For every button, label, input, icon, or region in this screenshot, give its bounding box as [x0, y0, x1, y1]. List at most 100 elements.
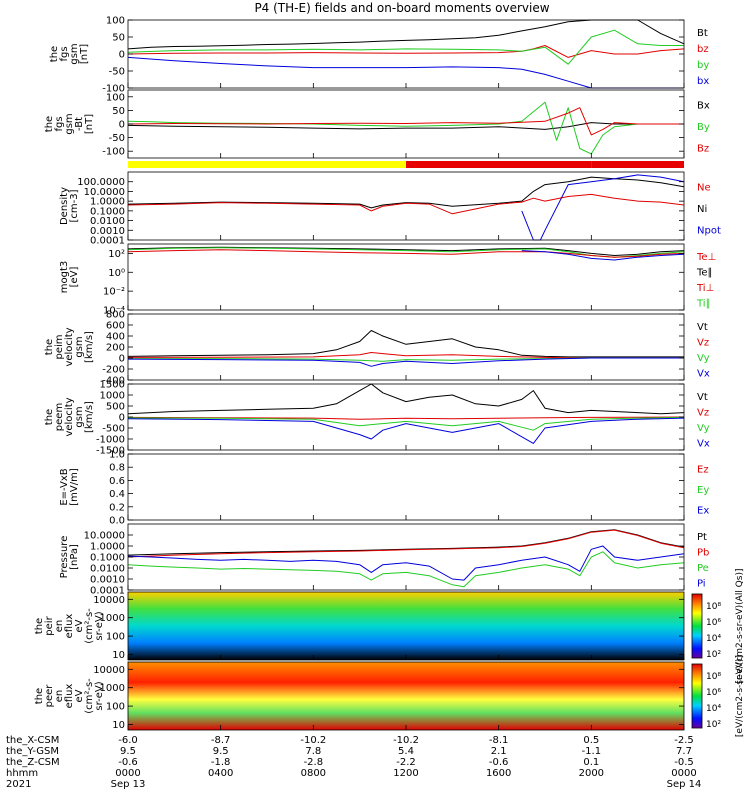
- series-bz: [127, 45, 685, 58]
- y-axis-label: [eV]: [69, 267, 80, 288]
- plot-title: P4 (TH-E) fields and on-board moments ov…: [254, 1, 549, 15]
- colorbar-tick-label: 10⁶: [706, 688, 721, 698]
- y-tick-label: 10000: [93, 595, 125, 606]
- y-tick-label: 10000: [93, 665, 125, 676]
- x-row-label: hhmm: [6, 768, 38, 779]
- legend-entry: Vy: [697, 353, 710, 364]
- legend-entry: Te∥: [696, 267, 713, 278]
- y-axis-label: [cm-3]: [69, 189, 80, 222]
- y-axis-label: the: [44, 116, 55, 132]
- y-tick-label: 0: [119, 413, 125, 424]
- y-tick-label: 50: [112, 106, 125, 117]
- x-row-value: 9.5: [120, 746, 136, 757]
- y-axis-label: peim: [54, 334, 65, 359]
- panel-fgs: 100 50 0 -50 -100 the fgs gsm [nT] Bt bz by bx: [49, 16, 709, 95]
- x-row-value: 9.5: [213, 746, 229, 757]
- y-axis-label: the: [44, 339, 55, 355]
- y-axis-label: (cm²-s-: [84, 608, 95, 644]
- y-tick-label: 100: [106, 632, 125, 643]
- y-tick-label: 0: [119, 50, 125, 61]
- y-tick-label: 10⁻⁴: [103, 306, 125, 317]
- series-Vz: [127, 352, 684, 359]
- legend-entry: By: [697, 122, 710, 133]
- y-tick-label: 0.0100: [90, 216, 125, 227]
- legend-entry: Ti⊥: [696, 283, 714, 294]
- mode-bar-segment: [591, 161, 684, 168]
- y-tick-label: 0.6: [109, 476, 125, 487]
- series-Bx: [127, 122, 684, 130]
- y-axis-label: fgs: [54, 116, 65, 131]
- y-axis-label: gsm: [74, 406, 85, 427]
- y-tick-label: 600: [106, 321, 125, 332]
- colorbar-tick-label: 10²: [706, 650, 721, 660]
- x-row-value: -10.2: [300, 735, 326, 746]
- x-row-label: 2021: [6, 779, 31, 790]
- x-row-value: 0800: [301, 768, 326, 779]
- panel-peir_spectrogram: 10⁸ 10⁶ 10⁴ 10² [eV/(cm2-s-sr-eV)(All Qs)] 10…: [34, 569, 745, 684]
- colorbar-tick-label: 10⁶: [706, 618, 721, 628]
- legend-entry: Ez: [697, 464, 709, 475]
- panel-frame: [127, 19, 685, 89]
- y-axis-label: sr-eV): [94, 681, 105, 710]
- series-Ni: [127, 176, 685, 209]
- y-tick-label: 0.8: [109, 463, 125, 474]
- x-row-value: 0400: [208, 768, 233, 779]
- x-row-value: 0000: [671, 768, 696, 779]
- spectrogram-image: [128, 662, 684, 730]
- y-tick-label: -100: [102, 147, 125, 158]
- y-tick-label: 1.0: [109, 450, 125, 461]
- y-tick-label: 400: [106, 332, 125, 343]
- x-row-value: 0000: [115, 768, 140, 779]
- series-Vz: [127, 416, 685, 420]
- panel-efield: 1.0 0.8 0.6 0.4 0.2 0.0 E=-VxB [mV/m] Ez Ey Ex: [59, 450, 709, 527]
- y-tick-label: 1000: [100, 391, 125, 402]
- y-tick-label: 10: [112, 650, 125, 661]
- y-axis-label: mogt3: [59, 261, 70, 294]
- y-axis-label: [nPa]: [69, 544, 80, 570]
- y-tick-label: -50: [109, 67, 125, 78]
- legend-entry: bx: [697, 76, 709, 87]
- legend-entry: Bz: [697, 143, 709, 154]
- panel-peer_spectrogram: 10⁸ 10⁶ 10⁴ 10² [eV/(cm2-s-sr-eV)] 10000 1000 1…: [34, 655, 745, 737]
- y-tick-label: 1000: [100, 613, 125, 624]
- legend-entry: Ne: [697, 183, 711, 194]
- y-axis-label: [km/s]: [84, 331, 95, 363]
- x-row-value: -2.2: [396, 757, 416, 768]
- legend-entry: Vt: [697, 322, 708, 333]
- y-tick-label: 0.0100: [90, 564, 125, 575]
- y-tick-label: 0.0001: [90, 236, 125, 247]
- y-axis-label: peer: [44, 684, 55, 708]
- x-row-value: 7.7: [676, 746, 692, 757]
- series-Pe: [127, 551, 685, 588]
- series-Ne: [127, 193, 685, 215]
- legend-entry: Ni: [697, 204, 707, 215]
- colorbar: [691, 663, 703, 729]
- series-Vx: [127, 417, 685, 444]
- y-tick-label: 0: [119, 354, 125, 365]
- legend-entry: Bx: [697, 101, 710, 112]
- y-tick-label: -1000: [96, 435, 125, 446]
- x-row-value: -1.1: [582, 746, 602, 757]
- series-Bz: [127, 107, 684, 136]
- y-axis-label: velocity: [64, 327, 75, 366]
- y-tick-label: 100: [106, 92, 125, 103]
- x-row-value: -0.5: [674, 757, 694, 768]
- y-tick-label: -400: [102, 376, 125, 387]
- colorbar-tick-label: 10⁸: [706, 672, 721, 682]
- y-tick-label: 0.4: [109, 489, 125, 500]
- spectrogram-image: [128, 592, 684, 660]
- series-Vy: [127, 416, 685, 431]
- y-tick-label: 1500: [100, 380, 125, 391]
- legend-entry: Ex: [697, 506, 709, 517]
- y-tick-label: 50: [112, 33, 125, 44]
- x-row-value: -2.8: [304, 757, 324, 768]
- colorbar: [691, 593, 703, 659]
- y-tick-label: 10⁰: [108, 268, 125, 279]
- y-tick-label: 0.0010: [90, 575, 125, 586]
- y-axis-label: E=-VxB: [59, 468, 70, 505]
